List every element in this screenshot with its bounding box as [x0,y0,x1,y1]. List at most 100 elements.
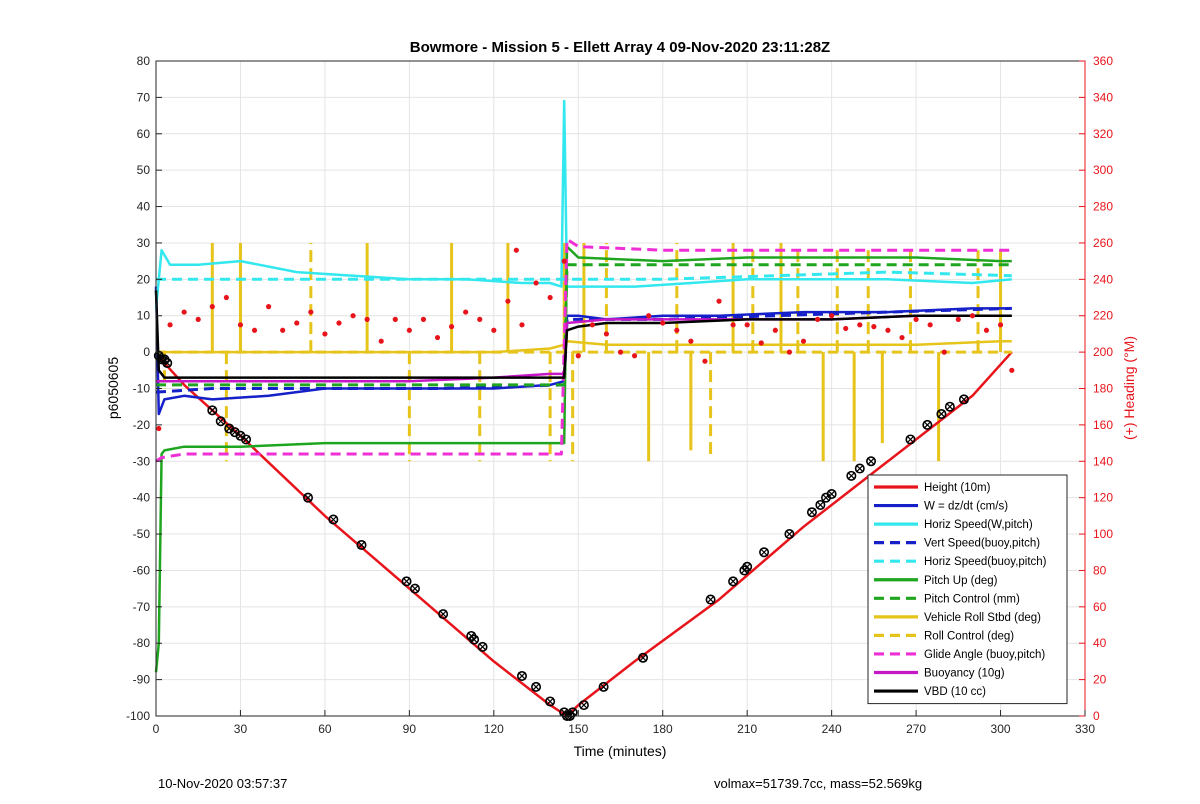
footer-stats: volmax=51739.7cc, mass=52.569kg [714,776,922,791]
y2-tick-label: 260 [1093,236,1113,250]
y2-tick-label: 100 [1093,527,1113,541]
y2-tick-label: 220 [1093,309,1113,323]
dive-marker-cross [208,406,217,415]
dive-marker-cross [579,701,588,710]
y-tick-label: -80 [133,636,151,650]
heading-point [505,298,511,304]
dive-marker-cross [923,420,932,429]
dive-marker-cross [470,635,479,644]
heading-point [336,320,342,326]
dive-marker [516,670,527,681]
heading-point [392,316,398,322]
legend-entry: VBD (10 cc) [924,686,986,698]
dive-marker-cross [599,682,608,691]
heading-point [420,316,427,322]
dive-marker-cross [568,708,577,717]
dive-marker [598,681,609,692]
dive-marker-cross [411,584,419,593]
series-line [156,339,1012,354]
dive-marker-cross [906,435,915,444]
heading-point [617,349,624,355]
heading-point [997,322,1004,328]
dive-marker-cross [816,501,825,509]
dive-marker-cross [706,595,715,604]
heading-point [181,309,187,315]
heading-point [561,258,567,264]
heading-point [575,353,581,359]
legend-entry: Pitch Control (mm) [924,593,1020,605]
legend-entry: Vehicle Roll Stbd (deg) [924,612,1041,624]
dive-marker-cross [216,417,225,426]
dive-marker [401,576,412,587]
dive-marker-cross [760,548,768,557]
heading-point [477,316,483,322]
heading-point [589,322,595,328]
x-tick-label: 270 [906,722,926,736]
heading-point [772,327,778,333]
heading-point [983,327,990,333]
series-line [154,99,1012,309]
y-tick-label: -70 [133,600,151,614]
heading-point [223,294,229,301]
heading-point [237,322,244,328]
y-tick-label: 60 [137,127,151,141]
y-tick-label: -30 [133,454,151,468]
heading-point [1009,367,1015,373]
dive-marker [905,434,916,445]
heading-point [688,338,694,344]
y2-axis-label: (+) Heading (°M) [1121,336,1137,440]
dive-marker-cross [329,515,338,524]
legend-entry: Roll Control (deg) [924,630,1014,642]
legend-entry: W = dz/dt (cm/s) [924,501,1008,513]
x-tick-label: 210 [737,722,757,736]
dive-marker-cross [785,530,794,538]
dive-marker [215,416,226,427]
dive-marker [207,405,218,416]
heading-point [885,327,891,333]
dive-marker-cross [242,435,251,444]
x-tick-label: 30 [234,722,248,736]
heading-point [448,324,455,330]
dive-marker-cross [743,562,752,571]
dive-marker [578,700,589,711]
y2-tick-label: 80 [1093,563,1107,577]
y-tick-label: -90 [133,673,151,687]
dive-marker [545,696,556,707]
y2-tick-label: 140 [1093,454,1113,468]
heading-point [533,280,539,286]
dive-marker [936,408,947,419]
heading-point [702,358,708,364]
legend: Height (10m) W = dz/dt (cm/s) Horiz Speed(… [867,474,1068,705]
dive-marker-cross [847,471,856,480]
heading-point [167,322,173,328]
grid [155,60,1086,717]
dive-marker-cross [960,395,968,404]
y2-tick-label: 340 [1093,90,1113,104]
y2-tick-label: 0 [1093,709,1100,723]
heading-point [209,304,215,310]
dive-marker [826,489,837,500]
dive-marker-cross [855,464,864,473]
x-tick-label: 60 [318,722,332,736]
dive-marker-cross [937,410,946,418]
heading-point [519,322,525,328]
y2-tick-label: 240 [1093,272,1113,286]
dive-marker [728,576,739,587]
dive-marker [638,652,649,663]
heading-point [631,353,638,359]
heading-point [829,313,835,319]
dive-marker-cross [546,697,555,706]
heading-point [744,322,750,328]
y2-tick-label: 320 [1093,127,1113,141]
heading-point [843,325,849,332]
y-tick-label: 40 [137,200,151,214]
dive-marker [944,401,955,412]
dive-marker [469,634,480,645]
x-tick-label: 0 [153,722,160,736]
heading-point [857,322,863,328]
dive-marker [438,609,449,620]
heading-point [800,338,807,344]
y-tick-label: 50 [137,163,151,177]
heading-point [927,322,933,328]
heading-point [913,316,919,322]
